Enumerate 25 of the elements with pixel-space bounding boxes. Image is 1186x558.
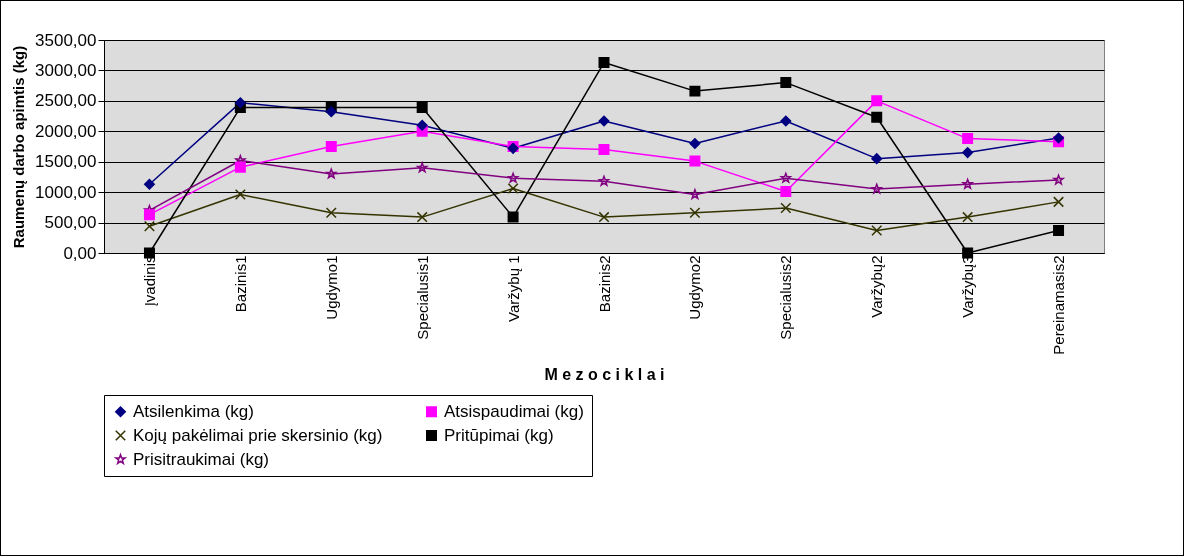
x-tick-label: Ugdymo2 (686, 255, 704, 320)
y-tick-label: 1000,00 (35, 182, 97, 202)
legend-label: Kojų pakėlimai prie skersinio (kg) (133, 425, 383, 445)
x-tick-label: Ugdymo1 (322, 255, 340, 320)
y-tick-label: 500,00 (44, 213, 97, 233)
legend-label: Atsilenkima (kg) (133, 401, 254, 421)
x-tick-label: Pereinamasis2 (1050, 255, 1068, 355)
x-tick-label: Specialusis1 (413, 255, 431, 340)
y-tick-label: 0,00 (63, 243, 97, 263)
x-tick-label: Varžybų 1 (504, 255, 522, 322)
y-tick-label: 1500,00 (35, 152, 97, 172)
legend-label: Pritūpimai (kg) (444, 425, 554, 445)
x-tick-label: Varžybų2 (868, 255, 886, 318)
legend-label: Atsispaudimai (kg) (444, 401, 584, 421)
x-tick-label: Specialusis2 (777, 255, 795, 340)
y-tick-label: 2500,00 (35, 91, 97, 111)
legend-label: Prisitraukimai (kg) (133, 449, 270, 469)
x-tick-label: Bazinis1 (231, 255, 249, 313)
y-tick-label: 3500,00 (35, 30, 97, 50)
y-tick-label: 3000,00 (35, 60, 97, 80)
y-tick-label: 2000,00 (35, 121, 97, 141)
x-tick-label: Bazinis2 (595, 255, 613, 313)
y-axis-title: Raumenų darbo apimtis (kg) (10, 45, 28, 249)
x-tick-label: Įvadinis (140, 255, 158, 307)
x-axis-title: M e z o c i k l a i (544, 365, 665, 383)
